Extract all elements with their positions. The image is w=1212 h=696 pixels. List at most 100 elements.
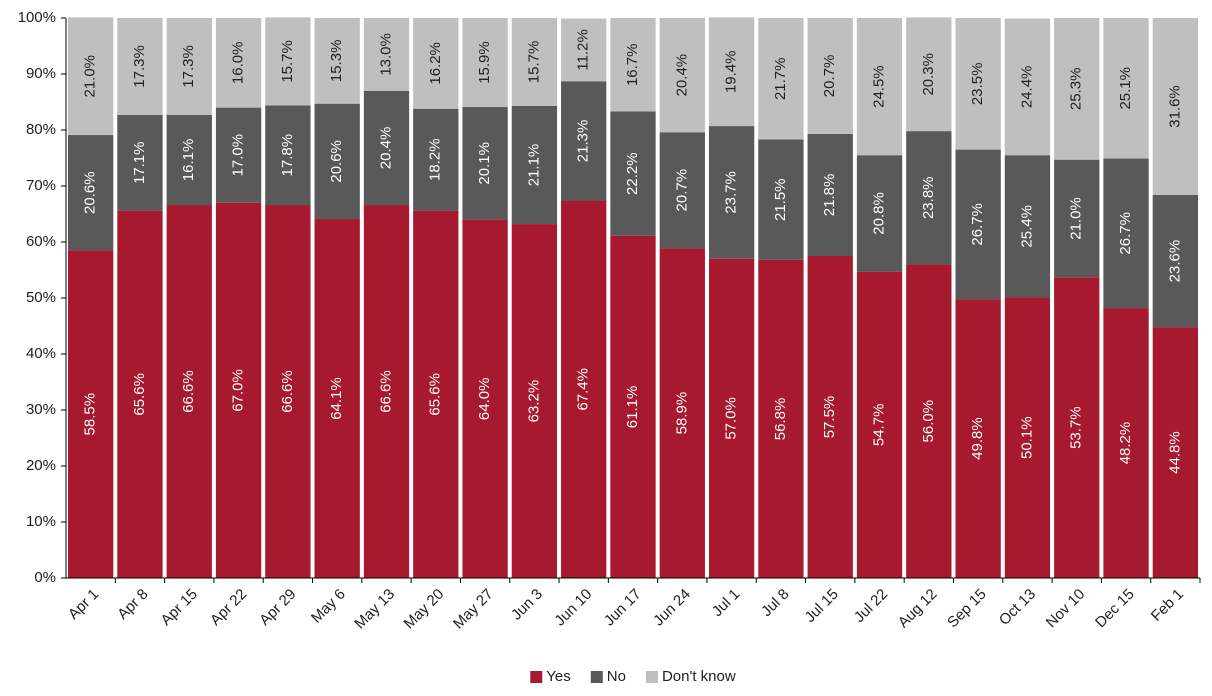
x-tick-label: Aug 12	[895, 586, 941, 632]
bar-segment	[1103, 18, 1149, 159]
bar-segment	[1152, 194, 1198, 328]
bar-segment	[363, 18, 410, 91]
data-label: 15.3%	[328, 40, 345, 83]
data-label: 58.9%	[673, 392, 690, 435]
data-label: 21.8%	[821, 174, 838, 217]
data-label: 15.9%	[476, 41, 493, 84]
bar-segment	[215, 18, 262, 108]
legend-label: Don't know	[662, 668, 736, 685]
data-label: 21.7%	[772, 57, 789, 100]
data-label: 66.6%	[279, 370, 296, 413]
bar-segment	[462, 18, 508, 108]
data-label: 23.5%	[969, 63, 986, 106]
data-label: 54.7%	[870, 404, 887, 447]
y-tick-label: 80%	[26, 121, 56, 138]
bar-segment	[807, 256, 853, 578]
data-label: 15.7%	[279, 40, 296, 83]
y-tick-label: 90%	[26, 65, 56, 82]
data-label: 25.1%	[1117, 67, 1134, 110]
x-tick-label: Jun 10	[551, 586, 595, 630]
bar-segment	[462, 219, 508, 578]
x-tick-label: May 27	[450, 586, 497, 633]
data-label: 63.2%	[525, 380, 542, 423]
bar-segment	[363, 205, 410, 579]
bar-segment	[413, 18, 459, 109]
bar-segment	[166, 18, 212, 115]
bar-segment	[906, 17, 952, 132]
data-label: 65.6%	[131, 373, 148, 416]
data-label: 21.0%	[82, 55, 99, 98]
y-tick-label: 0%	[34, 569, 56, 586]
y-tick-label: 20%	[26, 457, 56, 474]
bar-segment	[659, 132, 705, 249]
bar-segment	[413, 210, 459, 578]
data-label: 17.1%	[131, 141, 148, 184]
x-tick-label: Jul 1	[709, 586, 743, 620]
data-label: 61.1%	[624, 386, 641, 429]
legend-label: Yes	[546, 668, 570, 685]
data-label: 20.3%	[920, 53, 937, 96]
data-label: 20.4%	[673, 54, 690, 97]
data-label: 17.3%	[180, 45, 197, 88]
data-label: 24.5%	[870, 65, 887, 108]
data-label: 66.6%	[180, 370, 197, 413]
y-tick-label: 50%	[26, 289, 56, 306]
data-label: 21.5%	[772, 178, 789, 221]
x-tick-label: Dec 15	[1092, 586, 1138, 632]
bar-segment	[68, 250, 114, 578]
data-label: 13.0%	[377, 33, 394, 76]
data-label: 21.1%	[525, 144, 542, 187]
data-label: 21.0%	[1068, 197, 1085, 240]
data-label: 20.6%	[82, 171, 99, 214]
x-tick-label: Apr 29	[256, 586, 299, 629]
x-tick-label: Jun 24	[650, 586, 694, 630]
bar-segment	[511, 105, 558, 225]
bar-segment	[117, 210, 163, 578]
bar-segment	[1103, 308, 1149, 578]
data-label: 50.1%	[1018, 416, 1035, 459]
data-label: 19.4%	[723, 50, 740, 93]
bar-segment	[610, 111, 656, 236]
bar-segment	[856, 271, 903, 578]
data-label: 25.3%	[1068, 68, 1085, 111]
data-label: 16.2%	[427, 42, 444, 85]
legend-swatch	[530, 671, 543, 683]
data-label: 20.7%	[821, 55, 838, 98]
bar-segment	[758, 259, 804, 578]
bar-segment	[955, 299, 1001, 578]
x-tick-label: Jul 15	[802, 586, 842, 626]
x-tick-label: May 13	[351, 586, 398, 633]
bar-segment	[117, 114, 163, 211]
legend-swatch	[645, 671, 658, 683]
data-label: 20.4%	[377, 127, 394, 170]
bar-segment	[1004, 18, 1051, 156]
bar-segment	[906, 264, 952, 578]
data-label: 24.4%	[1018, 66, 1035, 109]
data-label: 67.0%	[230, 369, 247, 412]
bar-segment	[758, 139, 804, 260]
bar-segment	[955, 149, 1001, 300]
data-label: 56.0%	[920, 400, 937, 443]
y-tick-label: 40%	[26, 345, 56, 362]
x-tick-label: May 6	[308, 586, 349, 627]
bar-segment	[1103, 158, 1149, 309]
data-label: 57.5%	[821, 396, 838, 439]
legend-swatch	[590, 671, 603, 683]
data-label: 66.6%	[377, 370, 394, 413]
bar-segment	[1054, 18, 1100, 160]
bar-segment	[1152, 18, 1198, 195]
y-tick-label: 70%	[26, 177, 56, 194]
x-tick-label: Apr 22	[207, 586, 250, 629]
bar-segment	[610, 235, 656, 578]
bar-segment	[807, 133, 853, 256]
data-label: 64.0%	[476, 378, 493, 421]
data-label: 56.8%	[772, 398, 789, 441]
y-tick-label: 30%	[26, 401, 56, 418]
bar-segment	[758, 18, 804, 140]
legend-label: No	[607, 668, 626, 685]
x-tick-label: Jul 8	[758, 586, 792, 620]
data-label: 20.7%	[673, 169, 690, 212]
bar-segment	[708, 258, 755, 578]
bar-segment	[1054, 277, 1100, 578]
